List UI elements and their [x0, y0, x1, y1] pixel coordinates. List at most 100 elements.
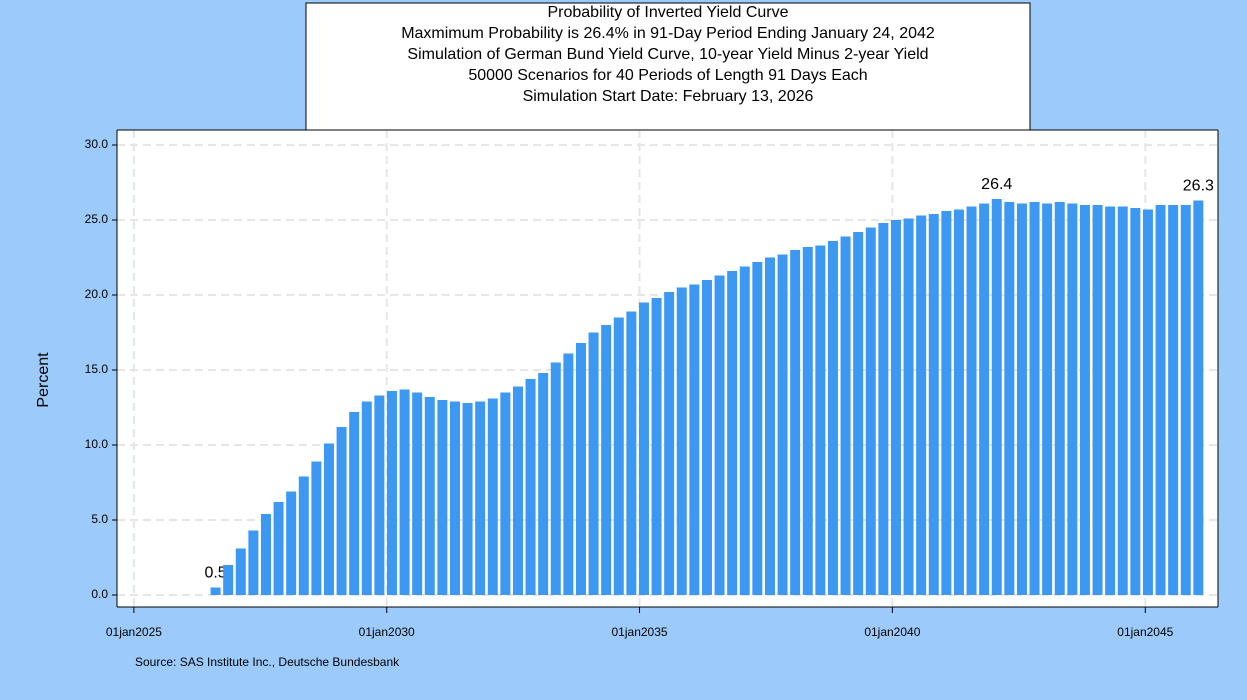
bar [601, 325, 612, 595]
y-tick-label: 20.0 [85, 287, 109, 301]
bar [815, 245, 826, 595]
bar [827, 241, 838, 595]
bar [1180, 205, 1191, 595]
bar [1117, 206, 1128, 595]
bar [676, 287, 687, 595]
bar [487, 398, 498, 595]
bar [664, 292, 675, 595]
bar [764, 257, 775, 595]
bar [727, 271, 738, 595]
bar [437, 400, 448, 595]
bar [223, 565, 234, 595]
bar [412, 392, 423, 595]
bar [953, 209, 964, 595]
bar [563, 353, 574, 595]
bar [500, 392, 511, 595]
x-tick-label: 01jan2025 [106, 625, 162, 639]
y-tick-label: 15.0 [85, 362, 109, 376]
bar [525, 379, 536, 595]
bar [890, 220, 901, 595]
bar [273, 502, 284, 595]
bar [739, 266, 750, 595]
x-tick-label: 01jan2035 [612, 625, 668, 639]
bar [966, 206, 977, 595]
bar [1004, 202, 1015, 595]
bar [701, 280, 712, 595]
bar [878, 223, 889, 595]
chart-title: Probability of Inverted Yield Curve [547, 4, 788, 21]
bar [286, 491, 297, 595]
bar [1054, 202, 1065, 595]
bar [248, 530, 259, 595]
y-axis-title: Percent [35, 352, 52, 408]
bar [689, 284, 700, 595]
bar [336, 427, 347, 595]
data-label: 26.4 [981, 176, 1012, 193]
chart-subtitle: 50000 Scenarios for 40 Periods of Length… [468, 67, 867, 84]
x-tick-label: 01jan2045 [1117, 625, 1173, 639]
bar [588, 332, 599, 595]
bar [1079, 205, 1090, 595]
bar [323, 443, 334, 595]
title-box [305, 2, 1031, 131]
bar [1042, 203, 1053, 595]
bar [865, 227, 876, 595]
y-tick-label: 30.0 [85, 137, 109, 151]
bar [853, 232, 864, 595]
bar [512, 386, 523, 595]
y-tick-label: 5.0 [91, 512, 108, 526]
data-label: 0.5 [204, 565, 226, 582]
data-label: 26.3 [1183, 178, 1214, 195]
bar [235, 548, 246, 595]
bar [651, 298, 662, 595]
bar [462, 403, 473, 595]
bar [840, 236, 851, 595]
bar [575, 343, 586, 595]
source-note: Source: SAS Institute Inc., Deutsche Bun… [135, 655, 400, 669]
bar [374, 395, 385, 595]
bar [1029, 202, 1040, 595]
bar [1168, 205, 1179, 595]
bar [210, 587, 221, 595]
bar [1092, 205, 1103, 595]
bar [626, 311, 637, 595]
y-tick-label: 25.0 [85, 212, 109, 226]
bar [349, 412, 360, 595]
bar [1105, 206, 1116, 595]
bar [903, 218, 914, 595]
x-tick-label: 01jan2040 [864, 625, 920, 639]
bar [1067, 203, 1078, 595]
bar [979, 203, 990, 595]
bar [1142, 209, 1153, 595]
bar [613, 317, 624, 595]
bar [1155, 205, 1166, 595]
bar [714, 275, 725, 595]
bar [1193, 200, 1204, 595]
bar [916, 215, 927, 595]
bar [802, 247, 813, 595]
y-tick-label: 10.0 [85, 437, 109, 451]
bar [399, 389, 410, 595]
y-tick-label: 0.0 [91, 587, 108, 601]
bar [941, 211, 952, 595]
bar [361, 401, 372, 595]
x-tick-label: 01jan2030 [359, 625, 415, 639]
bar [1130, 208, 1141, 595]
bar [449, 401, 460, 595]
bar [638, 302, 649, 595]
bar [538, 373, 549, 595]
chart-subtitle: Simulation of German Bund Yield Curve, 1… [407, 46, 928, 63]
bar [752, 262, 763, 595]
bar [475, 401, 486, 595]
bar [790, 250, 801, 595]
bar [550, 362, 561, 595]
chart-subtitle: Simulation Start Date: February 13, 2026 [523, 88, 814, 105]
chart-subtitle: Maxmimum Probability is 26.4% in 91-Day … [401, 25, 935, 42]
bar [777, 254, 788, 595]
bar [1016, 203, 1027, 595]
bar [311, 461, 322, 595]
bar [386, 391, 397, 595]
bar [260, 514, 271, 595]
